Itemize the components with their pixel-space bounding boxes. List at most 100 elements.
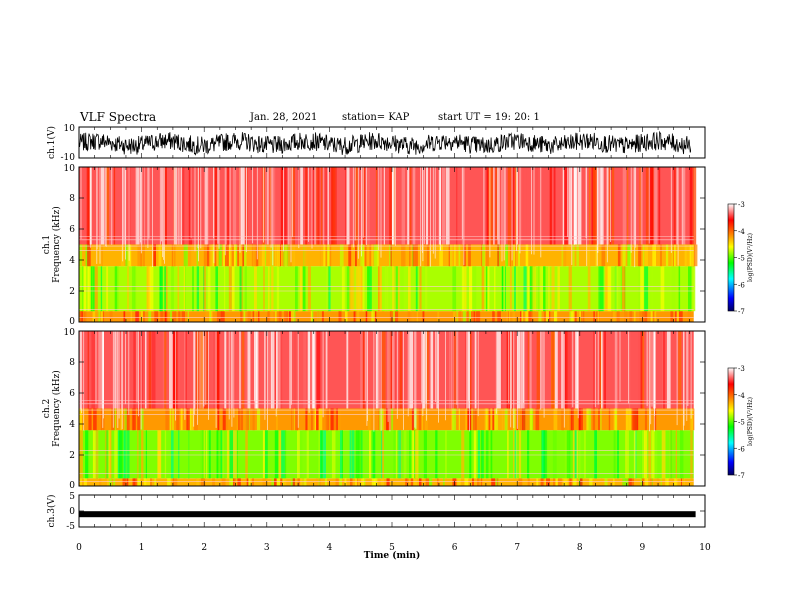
ch2-spectrogram-ytick-label: 2 — [69, 451, 75, 461]
ch1-spectrogram-texture — [92, 311, 97, 322]
ch2-spectrogram-texture — [600, 478, 603, 486]
ch1-spectrogram-texture — [131, 266, 136, 312]
ch2-spectrogram-texture — [296, 408, 299, 431]
ch2-spectrogram-texture — [373, 478, 378, 486]
x-tick-label: 1 — [139, 543, 145, 553]
ch2-spectrogram-texture — [141, 430, 144, 479]
ch1-spectrogram-texture — [507, 167, 511, 245]
ch2-spectrogram-texture — [324, 408, 328, 431]
ch2-spectrogram-ytick-label: 4 — [69, 420, 75, 430]
ch2-spectrogram-texture — [518, 478, 523, 486]
ch1-spectrogram-texture — [658, 167, 661, 245]
ch1-spectrogram-texture — [264, 244, 267, 267]
ch2-spectrogram-texture — [282, 478, 284, 486]
ch2-spectrogram-texture — [358, 430, 362, 479]
ch2-spectrogram-texture — [237, 408, 240, 431]
ch1-spectrogram-texture — [562, 244, 567, 267]
x-axis-label: Time (min) — [364, 550, 421, 561]
ch1-spectrogram-texture — [416, 311, 418, 322]
ch2-spectrogram-texture — [344, 478, 347, 486]
ch1-spectrogram-texture — [113, 167, 116, 245]
ch1-spectrogram-texture — [229, 244, 231, 267]
ch1-spectrogram-texture — [100, 311, 103, 322]
ch1-spectrogram-texture — [280, 167, 284, 245]
ch2-spectrogram-texture — [197, 331, 202, 409]
ch1-spectrogram-texture — [464, 266, 467, 312]
ch1-spectrogram-texture — [292, 311, 296, 322]
ch1-spectrogram-texture — [503, 266, 505, 312]
ch2-spectrogram-texture — [423, 430, 427, 479]
ch2-spectrogram-texture — [600, 408, 602, 431]
ch1-spectrogram-texture — [599, 266, 604, 312]
ch2-spectrogram-texture — [297, 478, 300, 486]
ch2-spectrogram-texture — [323, 430, 326, 479]
ch2-spectrogram-texture — [640, 478, 642, 486]
ch1-spectrogram-texture — [125, 244, 130, 267]
ch1-spectrogram-texture — [519, 167, 522, 245]
ch2-spectrogram-texture — [393, 430, 397, 479]
ch2-spectrogram-texture — [91, 331, 95, 409]
ch2-spectrogram-texture — [647, 478, 650, 486]
ch1-spectrogram-texture — [587, 266, 591, 312]
ch2-spectrogram-texture — [364, 478, 366, 486]
ch1-spectrogram-texture — [86, 167, 89, 245]
ch1-spectrogram-texture — [164, 311, 167, 322]
ch1-spectrogram-texture — [392, 266, 396, 312]
ch1-spectrogram-texture — [482, 244, 485, 267]
ch1-spectrogram-texture — [305, 167, 308, 245]
ch1-spectrogram-texture — [383, 167, 385, 245]
ch1-spectrogram-texture — [616, 311, 620, 322]
ch1-spectrogram-texture — [82, 266, 84, 312]
ch1-spectrogram-texture — [579, 311, 581, 322]
ch1-spectrogram-texture — [539, 266, 543, 312]
ch2-spectrogram-texture — [395, 478, 400, 486]
ch1-spectrogram-texture — [375, 167, 378, 245]
ch2-spectrogram-texture — [278, 430, 282, 479]
ch1-spectrogram-texture — [268, 311, 271, 322]
ch1-spectrogram-texture — [114, 266, 118, 312]
ch1-spectrogram-ytick-label: 8 — [69, 194, 75, 204]
ch2-spectrogram-texture — [150, 478, 152, 486]
ch2-spectrogram-texture — [415, 430, 419, 479]
ch2-spectrogram-texture — [118, 430, 123, 479]
ch1-spectrogram-texture — [462, 311, 466, 322]
ch2-spectrogram-texture — [375, 331, 378, 409]
ch1-spectrogram-texture — [123, 311, 126, 322]
ch2-spectrogram-texture — [124, 408, 127, 431]
ch1-spectrogram-texture — [509, 244, 512, 267]
ch2-spectrogram-texture — [419, 478, 422, 486]
ch1-spectrogram-texture — [501, 266, 504, 312]
ch1-spectrogram-texture — [495, 167, 499, 245]
ch1-spectrogram-texture — [640, 266, 644, 312]
ch1-spectrogram-texture — [224, 244, 228, 267]
ch1-spectrogram-texture — [485, 244, 489, 267]
ch1-spectrogram-texture — [543, 266, 546, 312]
ch1-spectrogram-texture — [593, 311, 595, 322]
ch2-spectrogram-texture — [162, 331, 166, 409]
ch1-spectrogram-texture — [243, 311, 246, 322]
ch1-spectrogram-texture — [472, 266, 477, 312]
ch1-spectrogram-texture — [645, 167, 650, 245]
ch2-spectrogram-texture — [507, 430, 509, 479]
ch1-spectrogram-texture — [597, 167, 601, 245]
ch2-spectrogram-texture — [108, 478, 113, 486]
ch2-spectrogram-texture — [229, 331, 232, 409]
ch1-spectrogram-texture — [548, 266, 550, 312]
ch1-spectrogram-texture — [373, 244, 378, 267]
ch2-spectrogram-texture — [380, 478, 385, 486]
ch2-spectrogram-texture — [506, 331, 509, 409]
ch2-spectrogram-texture — [450, 331, 452, 409]
ch1-spectrogram-texture — [273, 167, 276, 245]
ch1-spectrogram-texture — [449, 244, 454, 267]
ch2-spectrogram-texture — [188, 430, 190, 479]
ch1-spectrogram-texture — [79, 244, 83, 267]
ch2-spectrogram-texture — [689, 408, 693, 431]
ch1-spectrogram-texture — [329, 244, 332, 267]
ch1-spectrogram-texture — [673, 167, 677, 245]
ch2-spectrogram-texture — [194, 408, 198, 431]
ch1-spectrogram-texture — [311, 311, 314, 322]
ch2-spectrogram-texture — [139, 430, 141, 479]
ch1-spectrogram-texture — [532, 266, 537, 312]
ch2-spectrogram-texture — [494, 408, 499, 431]
ch2-spectrogram-texture — [292, 478, 295, 486]
